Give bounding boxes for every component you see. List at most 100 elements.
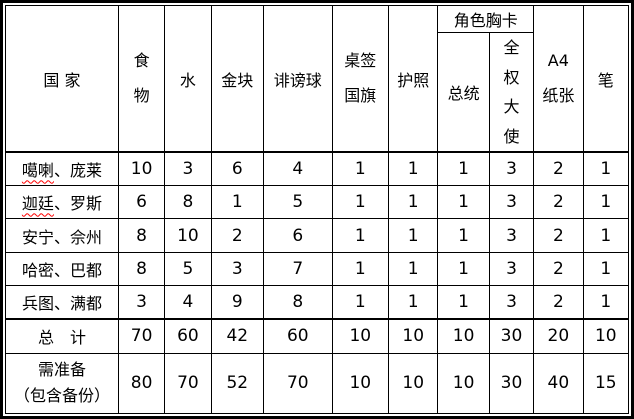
value-cell: 60	[164, 317, 212, 354]
row-label: 需准备 （包含备份）	[5, 352, 119, 415]
row-label: 兵图、满都	[5, 284, 119, 320]
value-cell: 3	[488, 251, 535, 287]
value-cell: 10	[331, 317, 390, 354]
value-cell: 2	[533, 151, 584, 187]
value-cell: 1	[437, 218, 490, 253]
value-cell: 3	[488, 218, 535, 253]
col-header-gold-nugget: 金块	[210, 5, 265, 153]
total-row: 总 计 70 60 42 60 10 10 10 30 20 10	[5, 317, 630, 354]
value-cell: 52	[210, 352, 265, 415]
value-cell: 60	[263, 317, 333, 354]
value-cell: 2	[533, 185, 584, 220]
country-row: 迦廷、罗斯 6 8 1 5 1 1 1 3 2 1	[5, 185, 630, 220]
header-row-sub: 总统 全 权 大 使	[6, 32, 629, 153]
value-cell: 1	[582, 251, 630, 287]
value-cell: 10	[582, 317, 630, 354]
value-cell: 10	[437, 352, 490, 415]
col-header-passport: 护照	[387, 5, 439, 153]
value-cell: 1	[387, 218, 439, 253]
row-label: 安宁、佘州	[5, 218, 119, 253]
country-row: 安宁、佘州 8 10 2 6 1 1 1 3 2 1	[5, 218, 630, 253]
col-header-pen: 笔	[582, 5, 630, 153]
value-cell: 9	[210, 284, 265, 320]
value-cell: 1	[387, 185, 439, 220]
value-cell: 70	[164, 352, 212, 415]
value-cell: 3	[210, 251, 265, 287]
value-cell: 10	[164, 218, 212, 253]
col-header-role-badge: 角色胸卡	[437, 5, 535, 33]
value-cell: 30	[488, 317, 535, 354]
value-cell: 1	[331, 151, 390, 187]
value-cell: 3	[117, 284, 166, 320]
value-cell: 3	[488, 284, 535, 320]
value-cell: 1	[582, 185, 630, 220]
value-cell: 1	[437, 284, 490, 320]
value-cell: 1	[331, 251, 390, 287]
value-cell: 1	[387, 284, 439, 320]
value-cell: 1	[210, 185, 265, 220]
value-cell: 1	[331, 185, 390, 220]
value-cell: 3	[164, 151, 212, 187]
row-label: 噶喇、庞莱	[5, 151, 119, 187]
value-cell: 80	[117, 352, 166, 415]
value-cell: 6	[263, 218, 333, 253]
col-header-country: 国 家	[5, 5, 119, 153]
value-cell: 2	[533, 218, 584, 253]
value-cell: 10	[117, 151, 166, 187]
col-header-desk-flag: 桌签 国旗	[331, 5, 390, 153]
value-cell: 2	[533, 251, 584, 287]
col-header-a4-paper: A4 纸张	[533, 5, 584, 153]
header-row-top: 国 家 食 物 水 金块 诽谤球 桌签 国旗 护照 角色胸卡 A4 纸张 笔	[5, 5, 630, 153]
value-cell: 70	[117, 317, 166, 354]
value-cell: 10	[437, 317, 490, 354]
col-header-president: 总统	[437, 32, 490, 153]
value-cell: 10	[387, 317, 439, 354]
country-row: 哈密、巴都 8 5 3 7 1 1 1 3 2 1	[5, 251, 630, 287]
misspelled-text: 迦廷	[21, 194, 54, 214]
value-cell: 5	[164, 251, 212, 287]
col-header-slander-ball: 诽谤球	[263, 5, 333, 153]
value-cell: 1	[437, 251, 490, 287]
value-cell: 8	[117, 218, 166, 253]
value-cell: 1	[387, 151, 439, 187]
value-cell: 1	[437, 151, 490, 187]
value-cell: 6	[117, 185, 166, 220]
value-cell: 1	[331, 284, 390, 320]
value-cell: 6	[210, 151, 265, 187]
value-cell: 1	[582, 151, 630, 187]
value-cell: 8	[164, 185, 212, 220]
row-label: 哈密、巴都	[5, 251, 119, 287]
col-header-food: 食 物	[117, 5, 166, 153]
value-cell: 1	[582, 284, 630, 320]
table-header: 国 家 食 物 水 金块 诽谤球 桌签 国旗 护照 角色胸卡 A4 纸张 笔 总…	[5, 5, 630, 153]
col-header-water: 水	[164, 5, 212, 153]
col-header-ambassador: 全 权 大 使	[488, 32, 535, 153]
value-cell: 1	[387, 251, 439, 287]
value-cell: 7	[263, 251, 333, 287]
value-cell: 1	[437, 185, 490, 220]
value-cell: 40	[533, 352, 584, 415]
value-cell: 30	[488, 352, 535, 415]
value-cell: 4	[164, 284, 212, 320]
value-cell: 2	[533, 284, 584, 320]
value-cell: 3	[488, 185, 535, 220]
prepare-row: 需准备 （包含备份） 80 70 52 70 10 10 10 30 40 15	[5, 352, 630, 415]
value-cell: 1	[331, 218, 390, 253]
table-body: 噶喇、庞莱 10 3 6 4 1 1 1 3 2 1 迦廷、罗斯 6 8 1 5 1 1 1 3 2 1 安宁、佘州 8 10 2…	[5, 151, 630, 415]
value-cell: 8	[117, 251, 166, 287]
value-cell: 10	[331, 352, 390, 415]
value-cell: 70	[263, 352, 333, 415]
value-cell: 5	[263, 185, 333, 220]
row-label: 总 计	[5, 317, 119, 354]
value-cell: 2	[210, 218, 265, 253]
misspelled-text: 噶喇	[21, 161, 54, 181]
value-cell: 10	[387, 352, 439, 415]
value-cell: 42	[210, 317, 265, 354]
value-cell: 20	[533, 317, 584, 354]
row-label: 迦廷、罗斯	[5, 185, 119, 220]
value-cell: 3	[488, 151, 535, 187]
value-cell: 8	[263, 284, 333, 320]
value-cell: 1	[582, 218, 630, 253]
value-cell: 15	[582, 352, 630, 415]
